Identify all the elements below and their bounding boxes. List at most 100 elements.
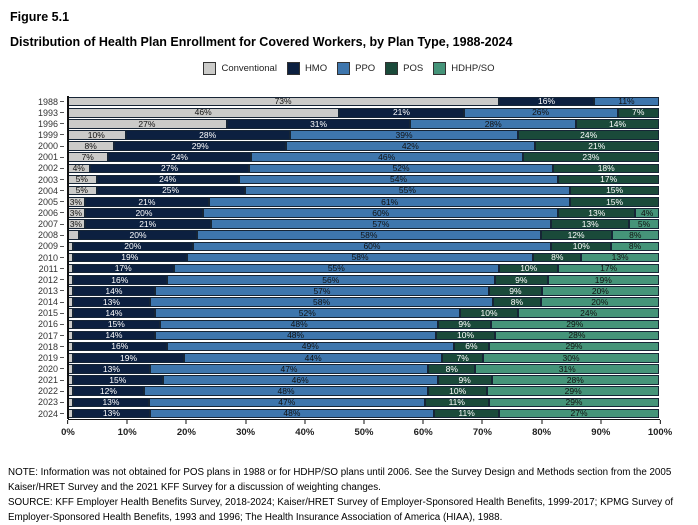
legend-label: HDHP/SO [451,63,495,74]
bar-row: 2021 15% 46% 9% 28% [10,375,688,386]
y-axis-tick [60,223,64,225]
bar-segment-conventional: 27% [67,119,227,129]
y-axis-tick [60,179,64,181]
bar-stack: 10% 28% 39% 24% [67,130,659,140]
bar-stack: 16% 49% 6% 29% [67,341,659,352]
bar-segment-ppo: 56% [166,275,495,285]
bar-stack: 14% 57% 9% 20% [67,286,659,296]
y-axis-year-label: 2023 [37,397,58,408]
chart-legend: Conventional HMO PPO POS HDHP/SO [0,62,698,75]
y-axis-tick [60,257,64,259]
y-axis-year-label: 2019 [37,352,58,363]
bar-segment-conventional: 10% [67,130,126,140]
bar-segment-hmo: 19% [72,353,185,363]
x-axis-tick-mark [304,420,306,425]
bar-segment-ppo: 55% [173,263,500,274]
bar-segment-hmo: 13% [72,364,150,374]
bar-segment-ppo: 42% [286,141,535,151]
legend-swatch-pos-icon [385,62,399,75]
y-axis-tick [60,123,64,125]
bar-segment-hdhpso: 29% [489,397,659,408]
bar-stack: 73% 16% 11% [67,96,659,107]
bar-segment-pos: 23% [522,152,659,163]
bar-row: 2005 3% 21% 61% 15% [10,196,688,207]
bar-segment-hdhpso: 29% [489,341,659,352]
y-axis-year-label: 2018 [37,341,58,352]
bar-row: 2014 13% 58% 8% 20% [10,297,688,308]
legend-label: POS [403,63,424,74]
bar-row: 1999 10% 28% 39% 24% [10,129,688,140]
figure-number: Figure 5.1 [10,10,70,24]
x-axis-tick-mark [422,420,424,425]
bar-segment-pos: 7% [617,107,659,118]
legend-label: Conventional [221,63,277,74]
bar-stack: 46% 21% 26% 7% [67,107,659,118]
y-axis-year-label: 2004 [37,185,58,196]
footnotes: NOTE: Information was not obtained for P… [8,466,694,525]
bar-segment-pos: 8% [493,297,541,307]
y-axis-year-label: 2013 [37,285,58,296]
y-axis-year-label: 2020 [37,363,58,374]
x-axis-tick: 0% [61,420,75,438]
y-axis-year-label: 2012 [37,274,58,285]
bar-segment-hdhpso: 8% [611,241,659,252]
y-axis-year-label: 2006 [37,207,58,218]
bar-segment-hmo: 21% [84,197,210,207]
y-axis-tick [60,134,64,136]
y-axis-tick [60,234,64,236]
bar-segment-ppo: 46% [250,152,523,163]
x-axis-tick-mark [363,420,365,425]
y-axis-tick [60,312,64,314]
x-axis-tick-mark [185,420,187,425]
bar-row: 1988 73% 16% 11% [10,96,688,107]
bar-segment-ppo: 58% [186,252,534,263]
y-axis-tick [60,167,64,169]
x-axis-tick: 20% [177,420,196,438]
x-axis-tick: 10% [118,420,137,438]
bar-segment-hdhpso: 29% [490,319,659,330]
bar-segment-hdhpso: 20% [540,297,659,307]
bar-stack: 3% 20% 60% 13% 4% [67,208,659,218]
y-axis-year-label: 1993 [37,107,58,118]
bar-segment-ppo: 39% [289,130,519,140]
x-axis-tick-mark [481,420,483,425]
bar-segment-hmo: 17% [72,263,174,274]
y-axis-year-label: 2007 [37,219,58,230]
bar-segment-hdhpso: 17% [558,263,659,274]
bar-segment-pos: 9% [494,275,548,285]
x-axis-tick-mark [541,420,543,425]
legend-item-conventional: Conventional [203,62,277,75]
y-axis-year-label: 2002 [37,163,58,174]
bar-segment-hdhpso: 28% [491,375,659,385]
bar-segment-hmo: 14% [72,308,155,319]
bar-segment-ppo: 61% [209,197,571,207]
bar-segment-ppo: 28% [410,119,577,129]
x-axis-tick-label: 0% [61,427,75,439]
y-axis-year-label: 2014 [37,297,58,308]
y-axis-tick [60,357,64,359]
bar-segment-hmo: 15% [72,319,160,330]
x-axis-tick-mark [600,420,602,425]
y-axis-year-label: 2022 [37,386,58,397]
bar-segment-hmo: 21% [84,219,211,229]
x-axis-tick-label: 50% [354,427,374,439]
y-axis-line [67,96,69,420]
bar-segment-hmo: 13% [72,397,150,408]
bar-segment-pos: 14% [576,119,659,129]
bar-segment-ppo: 60% [203,208,559,218]
bar-segment-pos: 15% [570,185,659,196]
bar-segment-pos: 13% [551,219,630,229]
y-axis-year-label: 1988 [37,96,58,107]
bar-row: 2017 14% 48% 10% 28% [10,330,688,341]
bar-row: 2015 14% 52% 10% 24% [10,308,688,319]
bar-segment-ppo: 44% [184,353,443,363]
bar-segment-conventional: 3% [67,219,85,229]
legend-item-hdhpso: HDHP/SO [433,62,495,75]
y-axis-tick [60,379,64,381]
y-axis-tick [60,268,64,270]
bar-segment-pos: 10% [428,386,488,397]
bar-segment-conventional [67,230,79,241]
bar-row: 2007 3% 21% 57% 13% 5% [10,219,688,230]
bar-stack: 13% 47% 8% 31% [67,364,659,374]
